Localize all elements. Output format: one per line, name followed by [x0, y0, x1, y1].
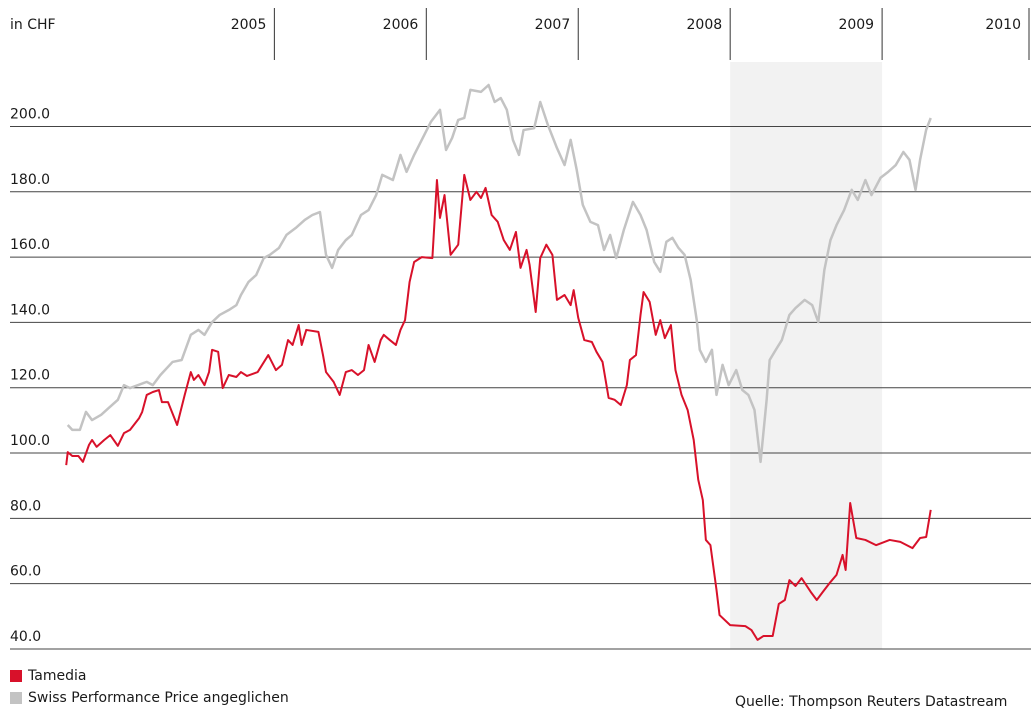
x-tick-label: 2008 [687, 17, 723, 33]
x-tick-label: 2010 [985, 17, 1021, 33]
x-tick-label: 2007 [535, 17, 571, 33]
x-tick-label: 2006 [383, 17, 419, 33]
axis-label: in CHF [10, 17, 56, 33]
y-tick-label: 100.0 [10, 433, 50, 449]
y-tick-label: 60.0 [10, 564, 41, 580]
y-tick-label: 160.0 [10, 237, 50, 253]
y-tick-label: 140.0 [10, 302, 50, 318]
legend-swatch [10, 670, 22, 682]
y-tick-label: 200.0 [10, 106, 50, 122]
x-tick-label: 2005 [231, 17, 267, 33]
series-line [66, 83, 932, 464]
series-line [65, 173, 932, 641]
legend-label: Swiss Performance Price angeglichen [28, 690, 289, 706]
y-tick-label: 120.0 [10, 368, 50, 384]
y-tick-label: 40.0 [10, 629, 41, 645]
source: Quelle: Thompson Reuters Datastream [735, 694, 1007, 710]
y-tick-label: 80.0 [10, 498, 41, 514]
legend-label: Tamedia [27, 668, 86, 684]
x-tick-label: 2009 [838, 17, 874, 33]
legend-swatch [10, 692, 22, 704]
y-tick-label: 180.0 [10, 172, 50, 188]
highlight-band [730, 62, 883, 649]
